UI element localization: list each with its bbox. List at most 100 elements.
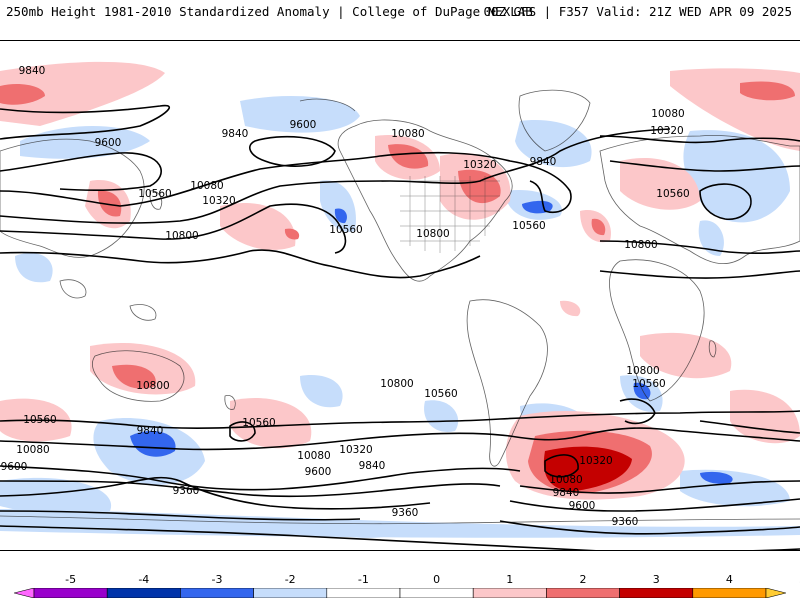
contour-label: 9600 <box>95 137 122 149</box>
contour-label: 9840 <box>19 65 46 77</box>
contour-label: 10080 <box>391 128 424 140</box>
contour-label: 9360 <box>173 485 200 497</box>
colorbar-tick-label: 0 <box>433 573 441 586</box>
contour-label: 10800 <box>136 380 169 392</box>
colorbar-segment <box>399 588 474 598</box>
anomaly-negative <box>683 130 790 223</box>
colorbar-tick-label: -5 <box>65 573 77 586</box>
contour-label: 10080 <box>16 444 49 456</box>
anomaly-positive <box>0 84 45 105</box>
anomaly-positive <box>730 389 800 444</box>
anomaly-negative <box>300 375 343 408</box>
coastlines <box>0 89 800 525</box>
anomaly-positive <box>97 190 122 217</box>
contour-label: 10560 <box>656 188 689 200</box>
colorbar-tick-label: -4 <box>138 573 150 586</box>
contour-label: 10560 <box>138 188 171 200</box>
colorbar-tick-label: -2 <box>284 573 296 586</box>
contour-label: 10080 <box>297 450 330 462</box>
colorbar-segment <box>619 588 694 598</box>
anomaly-positive <box>591 218 606 236</box>
colorbar-tick-label: 4 <box>725 573 733 586</box>
map-title: 250mb Height 1981-2010 Standardized Anom… <box>6 4 533 19</box>
anomaly-negative <box>515 120 592 168</box>
anomaly-positive <box>230 397 312 449</box>
anomaly-negative <box>320 180 356 232</box>
contour-label: 10320 <box>650 125 683 137</box>
contour-labels: 9840 9600 9600 9840 10080 10080 10320 9840 10320… <box>1 65 690 528</box>
contour-label: 10560 <box>242 417 275 429</box>
contour-label: 10560 <box>424 388 457 400</box>
contour-label: 10560 <box>329 224 362 236</box>
anomaly-negative <box>334 208 347 224</box>
anomaly-positive <box>112 364 156 389</box>
colorbar-tick-label: -1 <box>357 573 369 586</box>
contour-label: 10800 <box>626 365 659 377</box>
contour-label: 9600 <box>1 461 28 473</box>
anomaly-positive <box>740 81 795 101</box>
contour-label: 9360 <box>612 516 639 528</box>
contour-label: 9600 <box>290 119 317 131</box>
contour-label: 10080 <box>651 108 684 120</box>
contour-label: 10560 <box>512 220 545 232</box>
anomaly-negative <box>424 400 459 432</box>
colorbar-segment <box>546 588 620 598</box>
map-panel[interactable]: 9840 9600 9600 9840 10080 10080 10320 9840 10320… <box>0 40 800 551</box>
contour-label: 9840 <box>137 425 164 437</box>
anomaly-negative <box>320 521 392 538</box>
anomaly-positive <box>560 300 581 317</box>
colorbar-max-arrow <box>765 588 786 598</box>
contour-label: 9600 <box>305 466 332 478</box>
colorbar-segment <box>106 588 181 598</box>
anomaly-negative <box>20 126 150 159</box>
contour-label: 9840 <box>530 156 557 168</box>
contour-label: 10320 <box>579 455 612 467</box>
contour-label: 10800 <box>624 239 657 251</box>
anomaly-positive <box>620 157 700 210</box>
colorbar <box>14 588 786 598</box>
height-contours <box>0 104 800 550</box>
anomaly-positive <box>458 169 501 204</box>
anomaly-negative <box>130 431 176 457</box>
colorbar-segment <box>33 588 108 598</box>
colorbar-tick-label: 5 <box>788 573 800 586</box>
anomaly-negative <box>0 477 112 516</box>
contour-label: 10560 <box>632 378 665 390</box>
colorbar-tick-labels: -5 -4 -3 -2 -1 0 1 2 3 4 5 <box>0 573 800 587</box>
colorbar-tick-label: 3 <box>652 573 660 586</box>
contour-label: 10320 <box>339 444 372 456</box>
colorbar-segment <box>253 588 328 598</box>
colorbar-segment <box>180 588 254 598</box>
colorbar-tick-label: -3 <box>211 573 223 586</box>
contour-label: 10080 <box>549 474 582 486</box>
anomaly-positive <box>0 61 165 127</box>
anomaly-positive <box>640 332 732 379</box>
contour-label: 10080 <box>190 180 223 192</box>
anomaly-negative <box>700 471 733 484</box>
anomaly-negative <box>633 382 651 400</box>
contour-label: 10320 <box>463 159 496 171</box>
colorbar-segment <box>692 588 767 598</box>
anomaly-positive <box>388 144 429 169</box>
contour-label: 10560 <box>23 414 56 426</box>
colorbar-segment <box>326 588 401 598</box>
anomaly-positive <box>284 228 300 240</box>
contour-label: 9600 <box>569 500 596 512</box>
model-run-valid-time: 00Z GFS | F357 Valid: 21Z WED APR 09 202… <box>483 4 792 19</box>
anomaly-negative <box>240 96 360 133</box>
anomaly-negative <box>15 252 53 283</box>
contour-label: 10800 <box>380 378 413 390</box>
anomaly-positive <box>220 202 296 250</box>
colorbar-tick-label: 1 <box>506 573 514 586</box>
anomaly-negative <box>680 469 790 507</box>
contour-label: 10800 <box>165 230 198 242</box>
contour-label: 9840 <box>222 128 249 140</box>
colorbar-tick-label: 2 <box>579 573 587 586</box>
contour-label: 10320 <box>202 195 235 207</box>
colorbar-min-arrow <box>14 588 35 598</box>
height-anomaly-map: 9840 9600 9600 9840 10080 10080 10320 9840 10320… <box>0 61 800 550</box>
contour-label: 9840 <box>359 460 386 472</box>
anomaly-negative <box>698 220 724 256</box>
contour-label: 9360 <box>392 507 419 519</box>
colorbar-segment <box>472 588 547 598</box>
